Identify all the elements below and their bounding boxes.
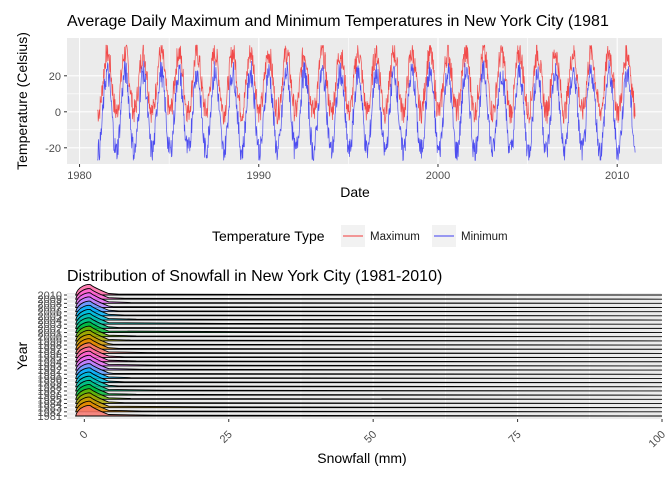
y-tick-label: 2010 (38, 290, 62, 302)
y-tick-label: 2001 (38, 328, 62, 340)
ridge-1984 (75, 392, 663, 404)
snowfall-chart: Distribution of Snowfall in New York Cit… (14, 268, 668, 466)
y-tick-label: 1985 (38, 394, 62, 406)
x-tick-label: 0 (78, 429, 91, 442)
y-tick-label: 1997 (38, 344, 62, 356)
temperature-series (97, 44, 636, 161)
legend-label-maximum: Maximum (370, 231, 420, 243)
y-tick-label: 1987 (38, 386, 62, 398)
snowfall-panel (67, 293, 662, 419)
ridge-1982 (75, 400, 663, 413)
ridge-1988 (75, 375, 663, 388)
ridge-1997 (75, 338, 663, 350)
temperature-x-ticks: 1980 1990 2000 2010 (67, 164, 629, 182)
snowfall-x-axis-label: Snowfall (mm) (317, 450, 406, 466)
x-tick-label: 2000 (426, 170, 450, 182)
y-tick-label: 1982 (38, 407, 62, 419)
y-tick-label: 1990 (38, 373, 62, 385)
y-tick-label: 1996 (38, 348, 62, 360)
ridge-2007 (75, 296, 663, 308)
y-tick-label: 2004 (38, 315, 62, 327)
x-tick-label: 25 (218, 429, 235, 446)
snowfall-chart-title: Distribution of Snowfall in New York Cit… (67, 268, 442, 285)
x-tick-label: 100 (647, 429, 668, 450)
y-tick-label: 1993 (38, 361, 62, 373)
y-tick-label: 2000 (38, 332, 62, 344)
y-tick-label: 2006 (38, 307, 62, 319)
x-tick-label: 50 (362, 429, 379, 446)
y-tick-label: 2007 (38, 303, 62, 315)
ridge-2001 (75, 321, 663, 334)
y-tick-label: 1991 (38, 369, 62, 381)
temperature-chart: Average Daily Maximum and Minimum Temper… (14, 13, 662, 200)
x-tick-label: 75 (507, 429, 524, 446)
y-tick-label: 1995 (38, 353, 62, 365)
y-tick-label: 2009 (38, 294, 62, 306)
y-tick-label: 1999 (38, 336, 62, 348)
ridge-2005 (75, 304, 663, 317)
ridge-1986 (75, 384, 663, 396)
ridge-1999 (75, 329, 663, 342)
temperature-y-ticks: -20 0 20 (45, 71, 67, 155)
y-tick-label: 2003 (38, 319, 62, 331)
y-tick-label: 1986 (38, 390, 62, 402)
legend-label-minimum: Minimum (461, 231, 508, 243)
y-tick-label: 2005 (38, 311, 62, 323)
x-tick-label: 1980 (67, 170, 91, 182)
y-tick-label: 2008 (38, 298, 62, 310)
ridge-1987 (75, 379, 663, 392)
y-tick-label: 1989 (38, 378, 62, 390)
series-line-minimum (97, 60, 636, 161)
y-tick-label: 1983 (38, 403, 62, 415)
x-tick-label: 2010 (605, 170, 629, 182)
ridge-2000 (75, 325, 663, 338)
ridge-1991 (75, 363, 663, 375)
ridge-1985 (75, 388, 663, 400)
ridge-1996 (75, 342, 663, 354)
y-tick-label: 2002 (38, 323, 62, 335)
y-tick-label: 0 (55, 107, 61, 119)
ridge-1994 (75, 350, 663, 363)
ridge-2003 (75, 313, 663, 325)
temperature-x-axis-label: Date (340, 184, 370, 200)
ridge-2006 (75, 300, 663, 313)
ridge-1992 (75, 359, 663, 371)
y-tick-label: 1988 (38, 382, 62, 394)
temperature-legend: Temperature Type Maximum Minimum (212, 225, 508, 247)
temperature-y-axis-label: Temperature (Celsius) (14, 32, 30, 170)
y-tick-label: 1994 (38, 357, 62, 369)
ridge-2010 (75, 284, 663, 296)
ridge-1983 (75, 396, 663, 409)
y-tick-label: -20 (45, 143, 61, 155)
y-tick-label: 1998 (38, 340, 62, 352)
snowfall-y-axis-label: Year (14, 342, 30, 371)
snowfall-ridges (75, 284, 663, 417)
ridge-1990 (75, 367, 663, 379)
ridge-2002 (75, 317, 663, 329)
snowfall-y-ticks: 2010200920082007200620052004200320022001… (38, 290, 67, 423)
ridge-2004 (75, 309, 663, 321)
snowfall-x-ticks: 0 25 50 75 100 (78, 419, 668, 450)
ridge-1981 (75, 405, 663, 417)
ridge-1998 (75, 334, 663, 346)
ridge-2008 (75, 292, 663, 304)
temperature-chart-title: Average Daily Maximum and Minimum Temper… (67, 13, 609, 30)
legend-title: Temperature Type (212, 228, 325, 244)
ridge-1993 (75, 354, 663, 367)
y-tick-label: 1992 (38, 365, 62, 377)
series-line-maximum (97, 44, 636, 125)
y-tick-label: 1984 (38, 398, 62, 410)
ridge-1989 (75, 371, 663, 384)
ridge-2009 (75, 288, 663, 300)
y-tick-label: 20 (49, 71, 61, 83)
ridge-1995 (75, 346, 663, 359)
x-tick-label: 1990 (247, 170, 271, 182)
y-tick-label: 1981 (38, 411, 62, 423)
